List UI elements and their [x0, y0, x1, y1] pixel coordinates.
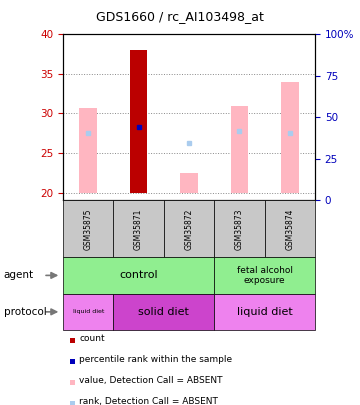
Bar	[180, 173, 198, 192]
Bar	[231, 106, 248, 192]
Text: protocol: protocol	[4, 307, 46, 317]
Text: GSM35871: GSM35871	[134, 208, 143, 249]
Text: fetal alcohol
exposure: fetal alcohol exposure	[237, 266, 293, 285]
Text: percentile rank within the sample: percentile rank within the sample	[79, 355, 232, 364]
Text: GSM35874: GSM35874	[285, 208, 294, 249]
Text: rank, Detection Call = ABSENT: rank, Detection Call = ABSENT	[79, 397, 218, 405]
Text: agent: agent	[4, 271, 34, 280]
Text: GDS1660 / rc_AI103498_at: GDS1660 / rc_AI103498_at	[96, 10, 264, 23]
Bar	[130, 50, 148, 192]
Bar	[281, 82, 299, 192]
Text: control: control	[119, 271, 158, 280]
Text: GSM35875: GSM35875	[84, 208, 93, 249]
Text: solid diet: solid diet	[138, 307, 189, 317]
Text: liquid diet: liquid diet	[72, 309, 104, 314]
Bar	[130, 50, 148, 192]
Text: count: count	[79, 334, 105, 343]
Text: GSM35872: GSM35872	[184, 208, 194, 249]
Text: liquid diet: liquid diet	[237, 307, 292, 317]
Text: GSM35873: GSM35873	[235, 208, 244, 249]
Bar	[79, 108, 97, 192]
Text: value, Detection Call = ABSENT: value, Detection Call = ABSENT	[79, 376, 223, 385]
